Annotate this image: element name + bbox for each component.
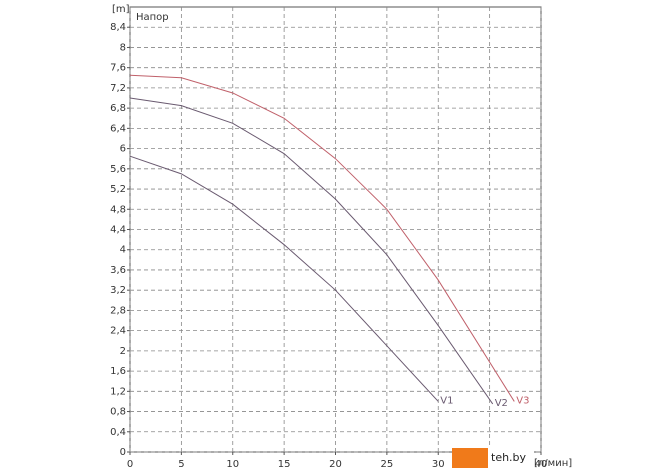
x-tick-label: 10 xyxy=(226,459,239,470)
y-tick-label: 2 xyxy=(120,346,126,357)
series-label: V1 xyxy=(440,395,453,406)
y-tick-label: 8 xyxy=(120,42,126,53)
y-tick-label: 2,8 xyxy=(110,305,126,316)
y-tick-label: 6,4 xyxy=(110,123,126,134)
watermark-bg xyxy=(488,448,534,468)
x-tick-label: 25 xyxy=(381,459,394,470)
y-tick-label: 0 xyxy=(120,447,126,458)
x-axis-label: [л/мин] xyxy=(534,458,572,469)
curve xyxy=(129,74,515,402)
y-tick-label: 5,6 xyxy=(110,164,126,175)
y-tick-label: 5,2 xyxy=(110,184,126,195)
y-tick-label: 4 xyxy=(120,245,126,256)
series-label: V2 xyxy=(495,398,508,409)
legend-label: Напор xyxy=(136,12,169,23)
y-tick-label: 7,2 xyxy=(110,83,126,94)
curve xyxy=(129,97,494,405)
y-tick-label: 8,4 xyxy=(110,22,126,33)
x-tick-label: 0 xyxy=(127,459,133,470)
y-tick-label: 0,8 xyxy=(110,407,126,418)
watermark-badge xyxy=(452,448,488,468)
watermark: teh.by xyxy=(491,451,527,464)
y-tick-label: 2,4 xyxy=(110,326,126,337)
curve xyxy=(129,155,439,402)
x-tick-label: 20 xyxy=(329,459,342,470)
y-axis-label: [m] xyxy=(112,4,130,15)
x-tick-label: 40 xyxy=(535,459,548,470)
x-tick-label: 30 xyxy=(432,459,445,470)
y-tick-label: 3,6 xyxy=(110,265,126,276)
y-tick-label: 4,4 xyxy=(110,225,126,236)
x-tick-label: 15 xyxy=(278,459,291,470)
y-tick-label: 7,6 xyxy=(110,63,126,74)
y-tick-label: 1,2 xyxy=(110,386,126,397)
y-tick-label: 6 xyxy=(120,144,126,155)
y-tick-label: 4,8 xyxy=(110,204,126,215)
y-tick-label: 1,6 xyxy=(110,366,126,377)
y-tick-label: 3,2 xyxy=(110,285,126,296)
y-tick-label: 0,4 xyxy=(110,427,126,438)
series-label: V3 xyxy=(516,395,529,406)
y-tick-label: 6,8 xyxy=(110,103,126,114)
x-tick-label: 5 xyxy=(178,459,184,470)
